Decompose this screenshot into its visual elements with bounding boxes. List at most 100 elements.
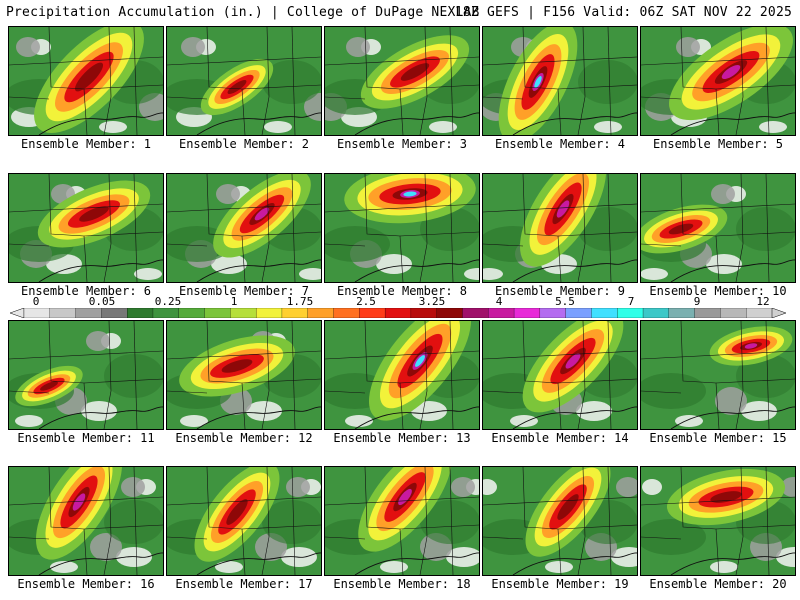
colorbar-swatch [591,308,618,318]
colorbar-tick-label: 0.05 [88,295,116,308]
colorbar-swatch [333,308,360,318]
colorbar-swatch [410,308,438,318]
colorbar-tick-label: 12 [756,295,770,308]
colorbar-tick-label: 0 [32,295,40,308]
ensemble-map-4 [482,26,638,136]
colorbar-tick-label: 3.25 [418,295,446,308]
ensemble-member-label: Ensemble Member: 1 [20,137,152,151]
run-info: 18Z GEFS | F156 Valid: 06Z SAT NOV 22 20… [454,5,792,20]
colorbar-swatch [694,308,721,318]
ensemble-member-label: Ensemble Member: 9 [494,284,626,298]
colorbar-swatch [746,308,773,318]
ensemble-member-label: Ensemble Member: 7 [178,284,310,298]
colorbar-swatch [513,308,541,318]
colorbar-tick-label: 4 [495,295,503,308]
precip-map [641,467,795,575]
precip-map [483,174,637,282]
ensemble-member-label: Ensemble Member: 17 [175,577,313,591]
ensemble-map-10 [640,173,796,283]
colorbar-swatch [178,308,206,318]
colorbar [10,308,786,318]
colorbar-swatch [281,308,309,318]
ensemble-map-13 [324,320,480,430]
precip-map [167,321,321,429]
colorbar-swatch [462,308,489,318]
precip-map [9,467,163,575]
ensemble-member-label: Ensemble Member: 20 [649,577,787,591]
colorbar-tick-label: 0.25 [154,295,182,308]
precip-map [325,321,479,429]
colorbar-tick-label: 7 [627,295,635,308]
colorbar-swatch [617,308,644,318]
ensemble-map-14 [482,320,638,430]
ensemble-map-11 [8,320,164,430]
colorbar-tick-label: 5.5 [555,295,575,308]
colorbar-tick-label: 2.5 [356,295,376,308]
precip-map [167,174,321,282]
ensemble-member-label: Ensemble Member: 16 [17,577,155,591]
ensemble-member-label: Ensemble Member: 18 [333,577,471,591]
ensemble-member-label: Ensemble Member: 3 [336,137,468,151]
ensemble-member-label: Ensemble Member: 6 [20,284,152,298]
colorbar-swatch [204,308,231,318]
colorbar-swatch [359,308,386,318]
precip-map [167,27,321,135]
precip-map [325,27,479,135]
ensemble-map-18 [324,466,480,576]
colorbar-swatch [720,308,747,318]
colorbar-swatch [23,308,51,318]
ensemble-member-label: Ensemble Member: 10 [649,284,787,298]
precip-map [325,174,479,282]
ensemble-member-label: Ensemble Member: 15 [649,431,787,445]
colorbar-swatch [152,308,180,318]
precip-map [483,321,637,429]
colorbar-swatch [565,308,592,318]
precip-map [483,467,637,575]
colorbar-tick-label: 1 [230,295,238,308]
precip-map [483,27,637,135]
colorbar-swatch [539,308,567,318]
ensemble-member-label: Ensemble Member: 4 [494,137,626,151]
ensemble-map-19 [482,466,638,576]
colorbar-swatch [127,308,154,318]
ensemble-map-7 [166,173,322,283]
precip-map [641,321,795,429]
page-title: Precipitation Accumulation (in.) | Colle… [6,5,480,20]
precip-map [9,321,163,429]
ensemble-map-20 [640,466,796,576]
precip-map [641,27,795,135]
ensemble-member-label: Ensemble Member: 2 [178,137,310,151]
colorbar-arrow-left [10,308,25,318]
ensemble-member-label: Ensemble Member: 12 [175,431,313,445]
colorbar-swatch [75,308,102,318]
ensemble-map-1 [8,26,164,136]
colorbar-swatch [384,308,412,318]
colorbar-swatch [436,308,463,318]
colorbar-swatch [488,308,515,318]
ensemble-map-2 [166,26,322,136]
colorbar-swatch [307,308,334,318]
colorbar-swatch [642,308,670,318]
ensemble-map-9 [482,173,638,283]
precip-map [167,467,321,575]
ensemble-member-label: Ensemble Member: 8 [336,284,468,298]
ensemble-map-5 [640,26,796,136]
colorbar-tick-label: 9 [693,295,701,308]
precip-map [9,27,163,135]
ensemble-map-6 [8,173,164,283]
ensemble-member-label: Ensemble Member: 19 [491,577,629,591]
ensemble-map-12 [166,320,322,430]
colorbar-swatch [101,308,128,318]
ensemble-map-8 [324,173,480,283]
colorbar-arrow-right [771,308,786,318]
ensemble-member-label: Ensemble Member: 5 [652,137,784,151]
ensemble-map-15 [640,320,796,430]
colorbar-swatch [49,308,77,318]
colorbar-tick-label: 1.75 [286,295,314,308]
ensemble-member-label: Ensemble Member: 13 [333,431,471,445]
colorbar-swatch [230,308,257,318]
precip-map [9,174,163,282]
colorbar-swatch [255,308,283,318]
ensemble-map-16 [8,466,164,576]
precip-map [325,467,479,575]
